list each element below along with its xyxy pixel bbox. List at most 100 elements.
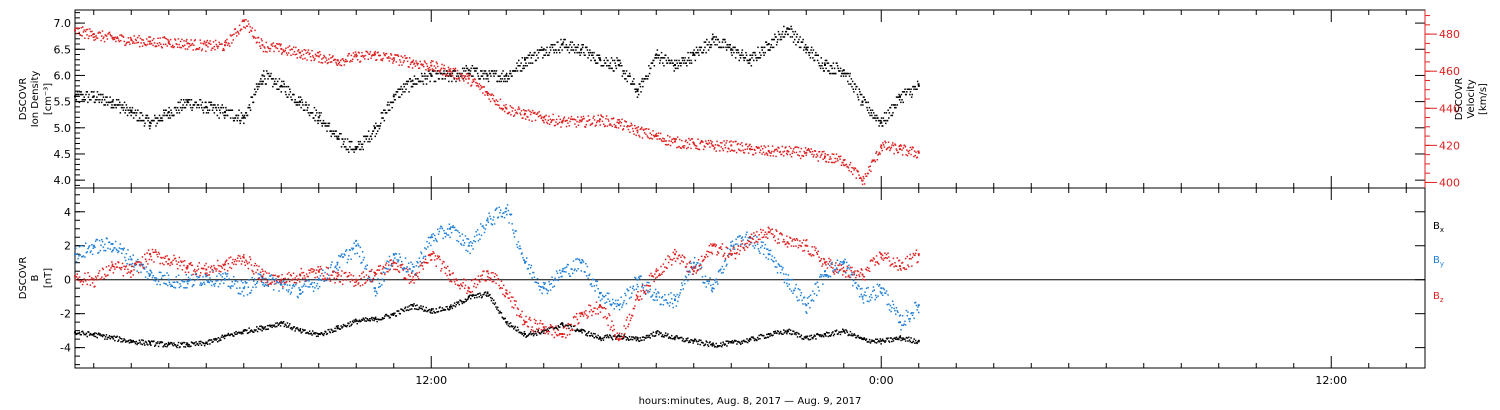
data-point-ion-density [150,122,152,125]
data-point-ion-density [189,104,191,106]
data-point-velocity [869,165,871,167]
data-point-bx [908,336,910,339]
data-point-velocity [135,39,137,42]
data-point-ion-density [190,106,192,109]
data-point-by [474,240,477,243]
data-point-ion-density [219,109,221,111]
data-point-velocity [511,110,514,112]
data-point-bx [449,305,451,308]
data-point-bx [294,330,296,332]
data-point-velocity [323,54,325,57]
data-point-ion-density [313,106,316,109]
data-point-ion-density [149,121,151,124]
data-point-by [434,237,437,240]
data-point-bx [510,325,513,327]
data-point-ion-density [361,143,364,145]
data-point-velocity [882,144,885,146]
data-point-bx [752,336,754,338]
data-point-velocity [882,142,884,144]
data-point-bx [475,294,477,296]
data-point-bx [104,338,106,340]
data-point-by [476,234,478,236]
data-point-velocity [718,145,720,147]
data-point-by [224,278,226,281]
data-point-bx [103,334,105,337]
data-point-velocity [814,150,817,152]
data-point-by [401,260,403,263]
data-point-ion-density [392,95,395,98]
data-point-velocity [256,41,258,43]
data-point-bx [806,335,809,337]
data-point-bx [404,307,406,310]
data-point-velocity [222,49,224,52]
data-point-velocity [760,145,762,148]
data-point-by [131,258,133,261]
data-point-ion-density [484,72,486,75]
data-point-by [605,301,608,303]
data-point-by [467,244,470,247]
data-point-ion-density [87,96,90,98]
data-point-by [367,277,369,280]
data-point-ion-density [204,106,206,109]
data-point-bx [912,340,915,343]
data-point-ion-density [795,36,798,38]
data-point-ion-density [472,75,474,77]
data-point-bx [895,336,898,339]
data-point-by [399,256,401,258]
data-point-velocity [492,94,495,97]
data-point-bx [444,309,447,311]
data-point-bx [391,314,393,316]
data-point-velocity [413,63,415,65]
data-point-bx [99,333,101,335]
data-point-ion-density [135,112,138,114]
data-point-velocity [858,174,860,176]
data-point-velocity [181,38,183,41]
data-point-velocity [127,41,129,44]
data-point-ion-density [690,59,692,62]
data-point-bx [904,338,906,340]
data-point-bx [187,345,190,348]
data-point-velocity [226,44,229,46]
data-point-velocity [570,118,572,120]
data-point-by [133,266,135,268]
data-point-ion-density [358,148,361,151]
data-point-bx [898,338,900,341]
data-point-ion-density [848,83,850,85]
data-point-ion-density [498,75,500,77]
data-point-bx [876,338,879,340]
data-point-ion-density [82,99,85,101]
data-point-ion-density [709,44,712,46]
data-point-ion-density [874,117,877,119]
data-point-ion-density [224,111,226,114]
data-point-ion-density [916,80,919,83]
data-point-velocity [447,70,449,73]
data-point-velocity [326,62,329,65]
data-point-velocity [816,153,818,155]
data-point-ion-density [598,54,601,56]
data-point-bx [857,334,859,337]
data-point-bx [199,342,201,345]
data-point-velocity [178,43,180,46]
data-point-velocity [621,118,623,121]
data-point-bx [577,329,579,331]
data-point-velocity [141,45,144,47]
data-point-by [96,239,98,241]
data-point-velocity [695,147,697,149]
data-point-velocity [288,45,291,47]
data-point-ion-density [896,104,898,106]
data-point-ion-density [211,109,214,111]
data-point-ion-density [187,101,190,104]
data-point-velocity [778,147,780,149]
data-point-by [565,271,567,273]
data-point-bx [726,345,728,347]
data-point-velocity [356,54,358,57]
data-point-ion-density [434,80,437,83]
data-point-velocity [88,35,90,37]
data-point-by [279,283,282,286]
data-point-ion-density [730,49,732,51]
data-point-velocity [799,157,802,160]
data-point-velocity [548,123,551,125]
data-point-velocity [544,115,546,118]
data-point-bx [455,303,457,306]
data-point-bx [301,331,303,333]
